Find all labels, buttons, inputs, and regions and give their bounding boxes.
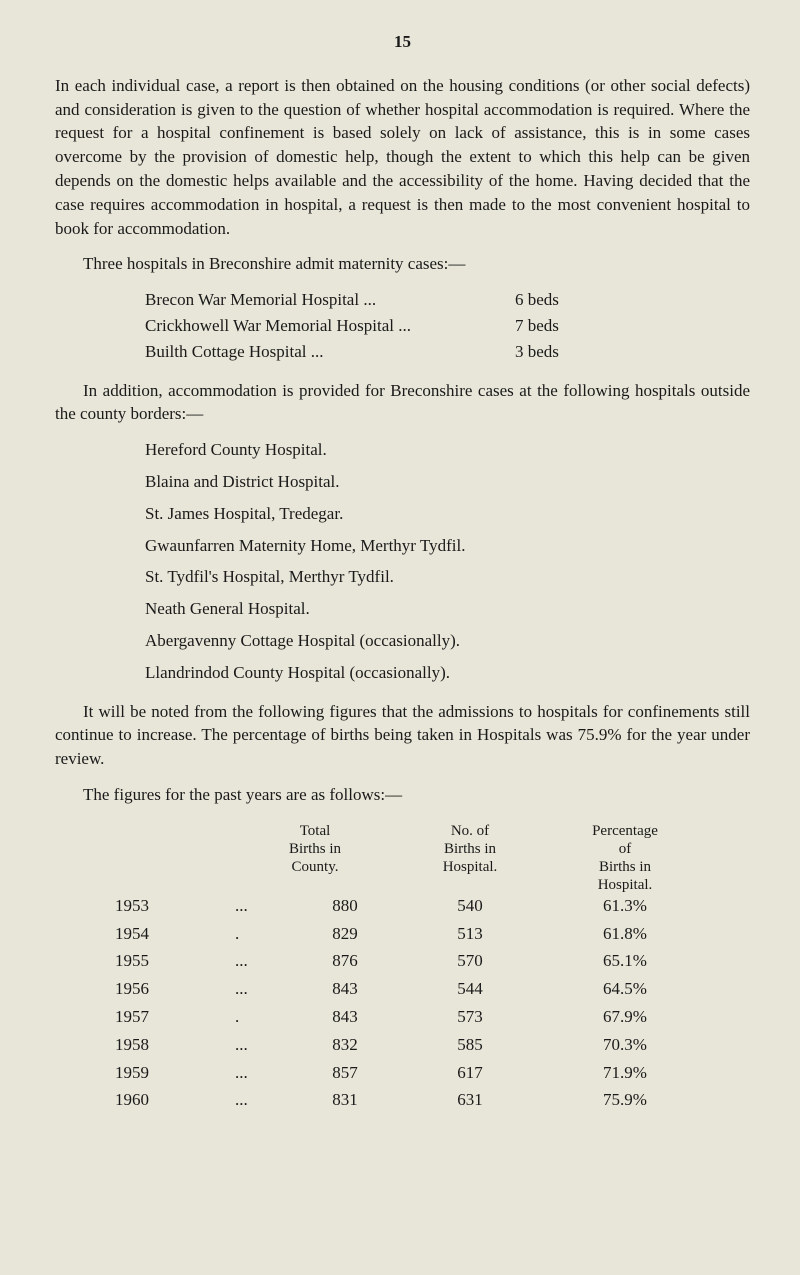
cell-pct: 64.5% bbox=[545, 977, 705, 1001]
cell-year: 1960 bbox=[115, 1088, 235, 1112]
bed-count: 3 beds bbox=[515, 340, 595, 364]
bed-row: Builth Cottage Hospital ... 3 beds bbox=[145, 340, 750, 364]
cell-total: 831 bbox=[295, 1088, 395, 1112]
table-header: Total Births in County. No. of Births in… bbox=[115, 822, 750, 894]
cell-pct: 75.9% bbox=[545, 1088, 705, 1112]
hospital-item: Neath General Hospital. bbox=[145, 597, 750, 621]
cell-total: 857 bbox=[295, 1061, 395, 1085]
table-row: 1958 ... 832 585 70.3% bbox=[115, 1033, 750, 1057]
header-year bbox=[115, 822, 235, 894]
page-number: 15 bbox=[55, 30, 750, 54]
document-page: 15 In each individual case, a report is … bbox=[0, 0, 800, 1275]
cell-dots: . bbox=[235, 922, 295, 946]
bed-hospital-name: Crickhowell War Memorial Hospital ... bbox=[145, 314, 515, 338]
paragraph-5: The figures for the past years are as fo… bbox=[55, 783, 750, 807]
table-row: 1955 ... 876 570 65.1% bbox=[115, 949, 750, 973]
table-row: 1960 ... 831 631 75.9% bbox=[115, 1088, 750, 1112]
cell-hospital: 631 bbox=[395, 1088, 545, 1112]
bed-count: 7 beds bbox=[515, 314, 595, 338]
cell-total: 843 bbox=[295, 1005, 395, 1029]
header-percentage: Percentage of Births in Hospital. bbox=[545, 822, 705, 894]
cell-hospital: 570 bbox=[395, 949, 545, 973]
cell-total: 876 bbox=[295, 949, 395, 973]
hospital-item: St. Tydfil's Hospital, Merthyr Tydfil. bbox=[145, 565, 750, 589]
cell-pct: 70.3% bbox=[545, 1033, 705, 1057]
bed-row: Crickhowell War Memorial Hospital ... 7 … bbox=[145, 314, 750, 338]
cell-hospital: 544 bbox=[395, 977, 545, 1001]
cell-year: 1956 bbox=[115, 977, 235, 1001]
cell-pct: 61.8% bbox=[545, 922, 705, 946]
cell-dots: . bbox=[235, 1005, 295, 1029]
header-hospital: No. of Births in Hospital. bbox=[395, 822, 545, 894]
bed-row: Brecon War Memorial Hospital ... 6 beds bbox=[145, 288, 750, 312]
cell-year: 1959 bbox=[115, 1061, 235, 1085]
paragraph-1: In each individual case, a report is the… bbox=[55, 74, 750, 241]
cell-total: 832 bbox=[295, 1033, 395, 1057]
table-row: 1953 ... 880 540 61.3% bbox=[115, 894, 750, 918]
cell-year: 1953 bbox=[115, 894, 235, 918]
table-row: 1957 . 843 573 67.9% bbox=[115, 1005, 750, 1029]
cell-year: 1954 bbox=[115, 922, 235, 946]
hospital-list: Hereford County Hospital. Blaina and Dis… bbox=[145, 438, 750, 684]
header-total: Total Births in County. bbox=[235, 822, 395, 894]
hospital-item: Blaina and District Hospital. bbox=[145, 470, 750, 494]
cell-pct: 65.1% bbox=[545, 949, 705, 973]
cell-dots: ... bbox=[235, 1088, 295, 1112]
cell-hospital: 617 bbox=[395, 1061, 545, 1085]
cell-dots: ... bbox=[235, 1061, 295, 1085]
cell-pct: 67.9% bbox=[545, 1005, 705, 1029]
cell-total: 880 bbox=[295, 894, 395, 918]
cell-hospital: 540 bbox=[395, 894, 545, 918]
bed-hospital-name: Brecon War Memorial Hospital ... bbox=[145, 288, 515, 312]
cell-dots: ... bbox=[235, 894, 295, 918]
cell-dots: ... bbox=[235, 1033, 295, 1057]
table-row: 1954 . 829 513 61.8% bbox=[115, 922, 750, 946]
paragraph-3: In addition, accommodation is provided f… bbox=[55, 379, 750, 427]
table-row: 1956 ... 843 544 64.5% bbox=[115, 977, 750, 1001]
hospital-item: Abergavenny Cottage Hospital (occasional… bbox=[145, 629, 750, 653]
births-table: Total Births in County. No. of Births in… bbox=[115, 822, 750, 1112]
hospital-item: Gwaunfarren Maternity Home, Merthyr Tydf… bbox=[145, 534, 750, 558]
bed-hospital-name: Builth Cottage Hospital ... bbox=[145, 340, 515, 364]
cell-year: 1955 bbox=[115, 949, 235, 973]
paragraph-4: It will be noted from the following figu… bbox=[55, 700, 750, 771]
cell-year: 1958 bbox=[115, 1033, 235, 1057]
cell-dots: ... bbox=[235, 949, 295, 973]
paragraph-2: Three hospitals in Breconshire admit mat… bbox=[55, 252, 750, 276]
cell-total: 829 bbox=[295, 922, 395, 946]
cell-total: 843 bbox=[295, 977, 395, 1001]
hospital-item: Hereford County Hospital. bbox=[145, 438, 750, 462]
bed-hospital-list: Brecon War Memorial Hospital ... 6 beds … bbox=[145, 288, 750, 363]
cell-pct: 61.3% bbox=[545, 894, 705, 918]
hospital-item: Llandrindod County Hospital (occasionall… bbox=[145, 661, 750, 685]
cell-hospital: 513 bbox=[395, 922, 545, 946]
bed-count: 6 beds bbox=[515, 288, 595, 312]
hospital-item: St. James Hospital, Tredegar. bbox=[145, 502, 750, 526]
cell-hospital: 573 bbox=[395, 1005, 545, 1029]
cell-hospital: 585 bbox=[395, 1033, 545, 1057]
cell-dots: ... bbox=[235, 977, 295, 1001]
cell-pct: 71.9% bbox=[545, 1061, 705, 1085]
table-row: 1959 ... 857 617 71.9% bbox=[115, 1061, 750, 1085]
cell-year: 1957 bbox=[115, 1005, 235, 1029]
